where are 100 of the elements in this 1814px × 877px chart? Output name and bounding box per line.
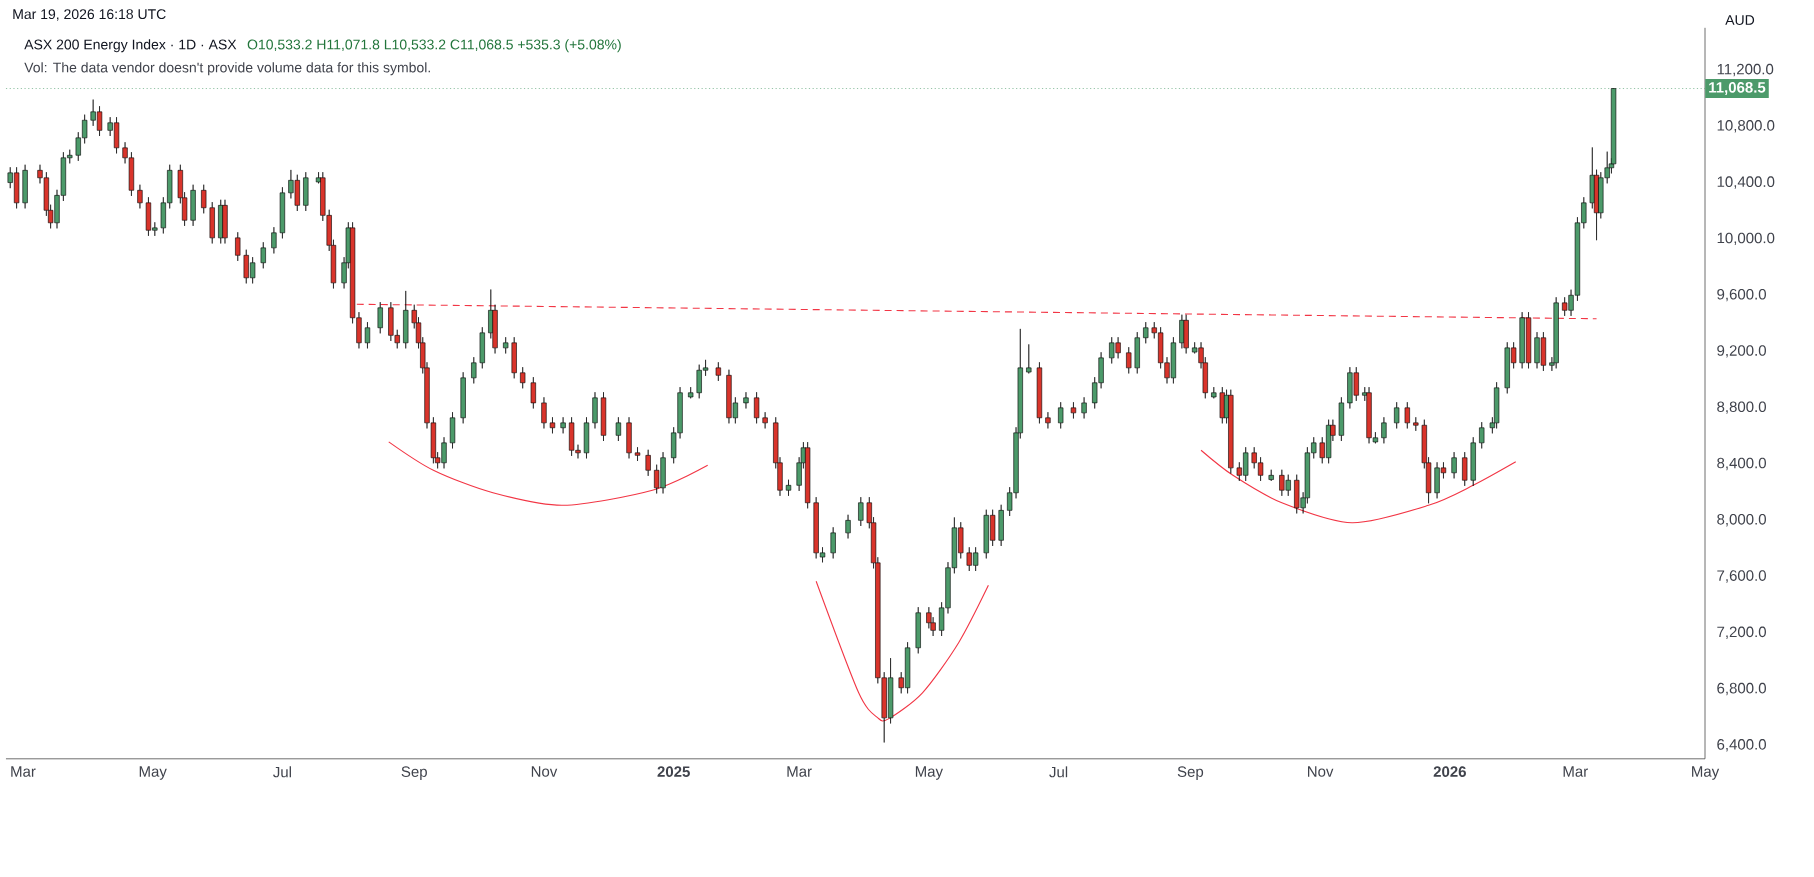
candlestick: [1462, 451, 1468, 487]
x-tick-label: Nov: [531, 766, 558, 777]
candlestick: [1479, 421, 1485, 449]
candlestick: [403, 290, 409, 349]
candlestick: [1070, 401, 1077, 419]
line-series: [388, 441, 709, 506]
candlestick: [530, 376, 536, 409]
candlestick: [1143, 321, 1149, 344]
candlestick: [260, 241, 266, 269]
candlestick: [1036, 361, 1043, 424]
candlestick: [190, 184, 196, 227]
candlestick: [549, 416, 556, 434]
x-tick-label: Sep: [401, 766, 427, 780]
candlestick: [1404, 401, 1410, 429]
x-tick-label: Jul: [273, 766, 291, 778]
candlestick: [743, 391, 749, 409]
candlestick: [753, 391, 760, 424]
y-tick-label: 6,400.0: [1717, 739, 1766, 752]
candlestick: [460, 371, 466, 424]
x-tick-label: Mar: [1563, 766, 1588, 777]
x-tick-label: 2025: [657, 766, 690, 777]
candlestick: [503, 336, 509, 354]
y-tick-label: 10,000.0: [1717, 232, 1775, 246]
candlestick: [715, 361, 721, 382]
candlestick: [1381, 416, 1387, 444]
x-tick-label: Mar: [11, 766, 36, 777]
y-tick-label: 9,200.0: [1717, 345, 1766, 358]
y-tick-label: 6,800.0: [1717, 682, 1766, 696]
candlestick: [364, 321, 371, 349]
candlestick: [471, 356, 477, 384]
candlestick: [209, 201, 215, 244]
y-tick-label: 10,400.0: [1717, 176, 1775, 189]
candlestick: [1183, 314, 1189, 354]
y-tick-label: 8,000.0: [1717, 514, 1766, 527]
x-tick-label: Sep: [1177, 766, 1204, 780]
candlestick: [541, 396, 547, 429]
candlestick: [1553, 296, 1559, 369]
x-tick-label: May: [1692, 766, 1720, 780]
text: O10,533.2 H11,071.8 L10,533.2 C11,068.5 +535.3 (+5.08%): [247, 39, 621, 53]
candlestick: [1493, 381, 1500, 429]
candlestick: [688, 386, 694, 399]
candlestick: [479, 326, 485, 369]
candlestick: [785, 479, 792, 497]
candlestick: [615, 416, 622, 442]
y-tick-label: 7,600.0: [1717, 570, 1766, 583]
candlestick: [592, 391, 598, 429]
candlestick: [1134, 331, 1140, 374]
candlestick: [830, 526, 836, 559]
y-tick-label: 10,800.0: [1717, 120, 1775, 133]
candlestick: [1219, 386, 1225, 424]
candlestick: [271, 226, 277, 254]
candlestick: [137, 184, 143, 209]
candlestick: [560, 416, 566, 434]
x-tick-label: May: [915, 766, 943, 780]
candlestick: [1268, 469, 1274, 482]
candlestick: [222, 199, 228, 244]
candlestick: [520, 366, 526, 389]
annotation: Vol: The data vendor doesn't provide volume data for this symbol.: [24, 62, 430, 76]
candlestick: [845, 514, 851, 539]
y-tick-label: 9,600.0: [1717, 288, 1766, 302]
x-tick-label: Jul: [1049, 766, 1068, 778]
candlestick: [1394, 401, 1400, 429]
y-tick-label: 7,200.0: [1717, 626, 1766, 639]
candlestick: [1058, 401, 1064, 429]
candlestick: [645, 449, 651, 477]
line-series: [1200, 449, 1517, 524]
candlestick: [303, 171, 309, 212]
candlestick: [235, 231, 241, 262]
candlestick: [279, 186, 286, 239]
candlestick: [1026, 344, 1032, 374]
candlestick: [626, 416, 632, 459]
candlestick: [915, 606, 921, 654]
candlestick: [998, 504, 1004, 547]
y-tick-label: 8,400.0: [1717, 457, 1766, 471]
candlestick: [1228, 389, 1234, 474]
x-tick-label: Mar: [787, 766, 812, 777]
candlestick: [1338, 396, 1345, 442]
candlestick: [449, 411, 456, 449]
candlestick: [511, 336, 517, 379]
candlestick: [583, 416, 590, 459]
candlestick: [634, 446, 641, 462]
x-tick-label: May: [139, 766, 167, 780]
candlestick: [377, 301, 383, 334]
y-axis-title: AUD: [1725, 15, 1755, 25]
candlestick: [600, 391, 607, 442]
ref-line-label: 11,068.5: [1709, 82, 1766, 95]
candlestick: [201, 184, 207, 214]
candlestick: [858, 496, 864, 527]
candlestick: [1470, 436, 1476, 487]
candlestick: [1451, 451, 1457, 479]
y-tick-label: 11,200.0: [1717, 63, 1774, 77]
candlestick: [1126, 346, 1132, 374]
candlestick: [1413, 416, 1419, 432]
text: Mar 19, 2026 16:18 UTC: [13, 9, 166, 21]
x-tick-label: Nov: [1308, 766, 1334, 777]
y-tick-label: 8,800.0: [1717, 401, 1766, 414]
candlestick: [1211, 386, 1217, 399]
candlestick: [1081, 396, 1087, 419]
candlestick: [1045, 411, 1051, 429]
candlestick: [762, 411, 768, 429]
